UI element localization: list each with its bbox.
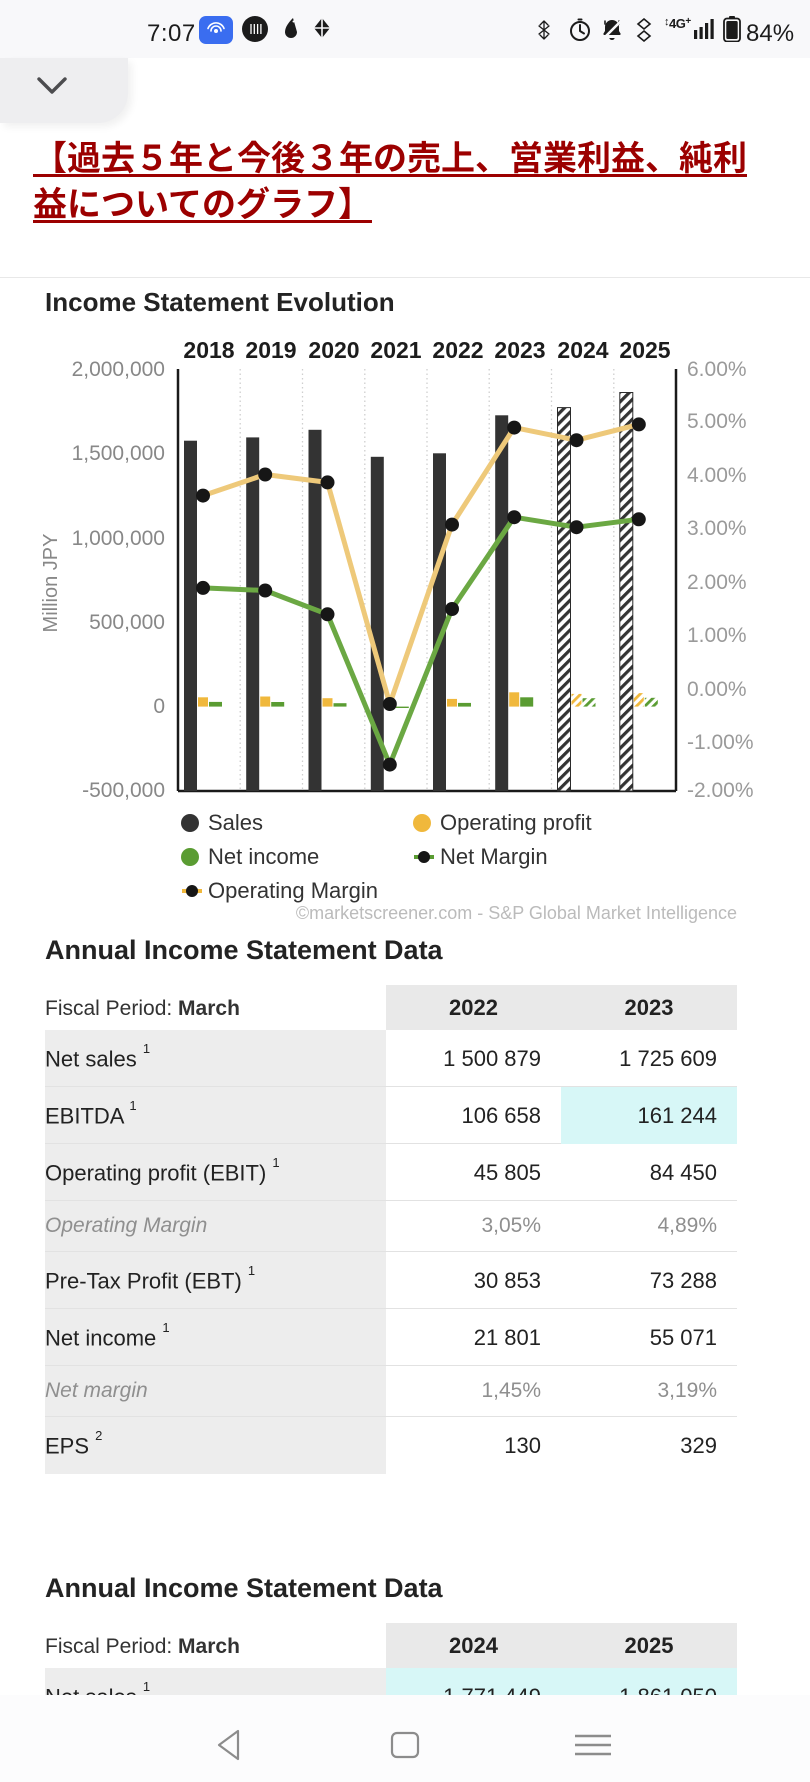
- svg-text:-2.00%: -2.00%: [687, 779, 754, 802]
- svg-text:2.00%: 2.00%: [687, 571, 747, 594]
- svg-text:Sales: Sales: [208, 810, 263, 835]
- svg-text:4.00%: 4.00%: [687, 464, 747, 487]
- svg-text:©marketscreener.com - S&P Glob: ©marketscreener.com - S&P Global Market …: [296, 903, 737, 923]
- svg-text:2025: 2025: [619, 337, 670, 363]
- svg-text:-1.00%: -1.00%: [687, 731, 754, 754]
- svg-text:2,000,000: 2,000,000: [72, 358, 165, 381]
- svg-text:2022: 2022: [432, 337, 483, 363]
- svg-text:2018: 2018: [183, 337, 234, 363]
- svg-text:2024: 2024: [557, 337, 608, 363]
- svg-text:Net income: Net income: [208, 844, 319, 869]
- svg-text:2023: 2023: [494, 337, 545, 363]
- svg-text:Operating profit: Operating profit: [440, 810, 592, 835]
- svg-text:5.00%: 5.00%: [687, 410, 747, 433]
- svg-text:0: 0: [153, 695, 165, 718]
- svg-text:-500,000: -500,000: [82, 779, 165, 802]
- svg-text:6.00%: 6.00%: [687, 358, 747, 381]
- svg-text:2021: 2021: [370, 337, 421, 363]
- svg-text:Net Margin: Net Margin: [440, 844, 548, 869]
- svg-text:0.00%: 0.00%: [687, 678, 747, 701]
- svg-text:2019: 2019: [245, 337, 296, 363]
- svg-text:2020: 2020: [308, 337, 359, 363]
- svg-text:3.00%: 3.00%: [687, 517, 747, 540]
- svg-text:Million JPY: Million JPY: [40, 534, 62, 633]
- svg-text:1,500,000: 1,500,000: [72, 442, 165, 465]
- svg-text:500,000: 500,000: [89, 611, 165, 634]
- svg-text:Operating Margin: Operating Margin: [208, 878, 378, 903]
- svg-text:1.00%: 1.00%: [687, 624, 747, 647]
- svg-text:1,000,000: 1,000,000: [72, 527, 165, 550]
